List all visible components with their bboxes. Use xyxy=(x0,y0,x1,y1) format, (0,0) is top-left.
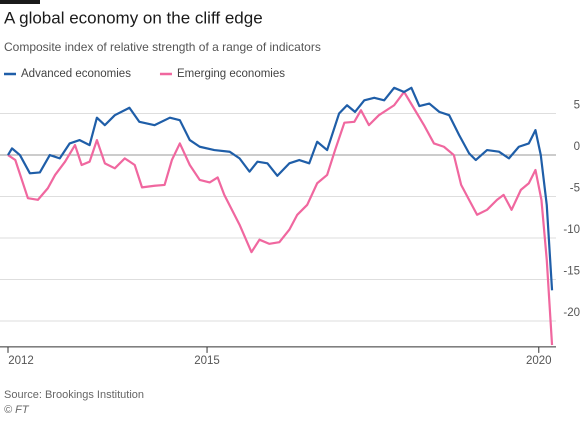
y-tick-label: -20 xyxy=(563,307,580,319)
y-tick-label: -5 xyxy=(570,183,580,195)
source: Source: Brookings Institution xyxy=(4,389,144,401)
x-tick-label: 2015 xyxy=(194,355,220,367)
legend-label: Emerging economies xyxy=(177,68,285,80)
credit: © FT xyxy=(4,404,30,416)
chart-title: A global economy on the cliff edge xyxy=(4,8,263,27)
series-line xyxy=(7,86,554,291)
chart-subtitle: Composite index of relative strength of … xyxy=(4,40,321,54)
y-tick-label: 5 xyxy=(574,100,580,112)
legend-label: Advanced economies xyxy=(21,68,131,80)
x-tick-label: 2020 xyxy=(526,355,552,367)
series-line xyxy=(7,90,554,346)
y-tick-label: 0 xyxy=(574,141,580,153)
y-tick-label: -15 xyxy=(563,266,580,278)
x-tick-label: 2012 xyxy=(8,355,34,367)
y-tick-label: -10 xyxy=(563,224,580,236)
brand-bar xyxy=(0,0,40,4)
